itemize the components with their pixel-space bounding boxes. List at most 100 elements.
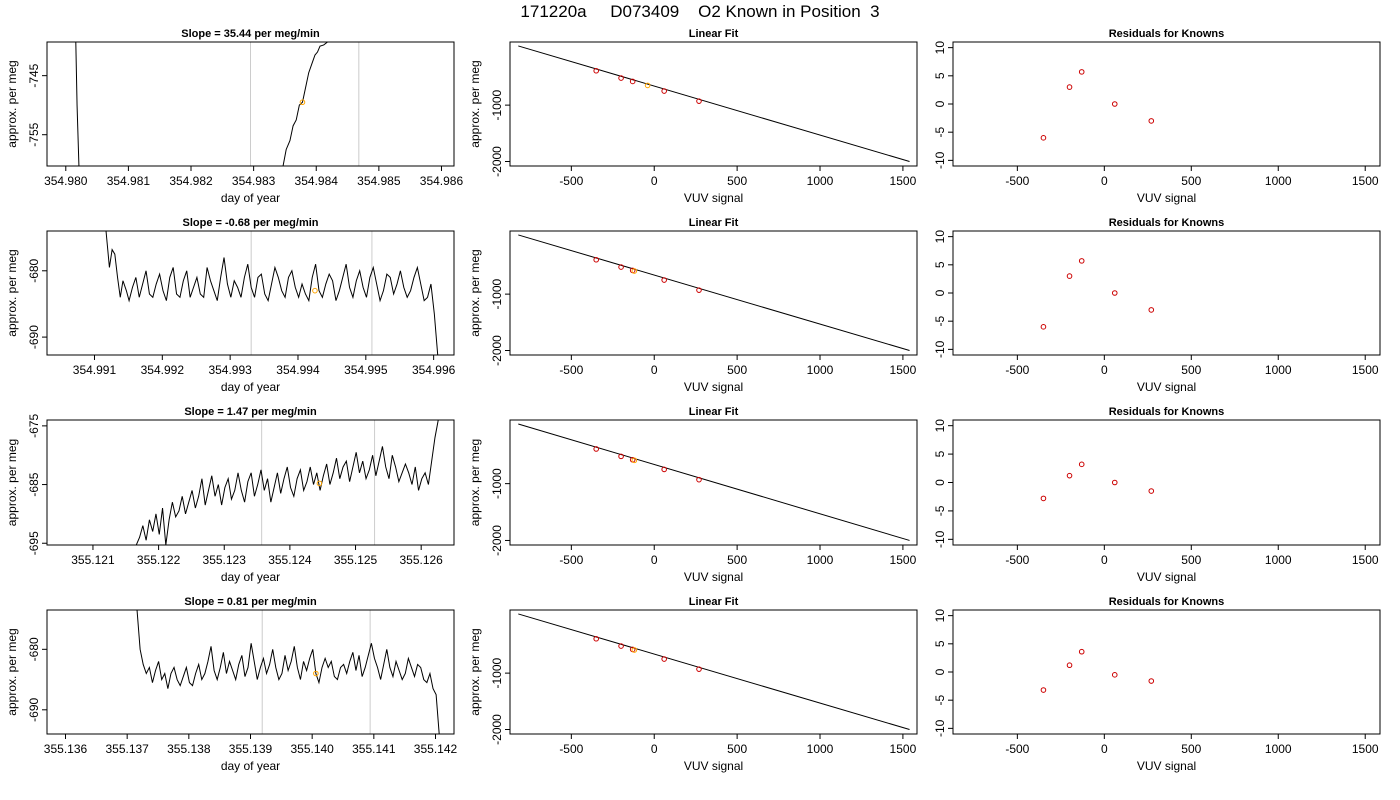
x-tick-label: 1500	[890, 742, 917, 756]
plot-frame	[952, 230, 1381, 356]
y-axis-label: approx. per meg	[468, 628, 482, 715]
x-tick-label: 354.986	[420, 174, 464, 188]
figure-title: 171220a D073409 O2 Known in Position 3	[520, 2, 880, 21]
data-point	[661, 277, 667, 283]
data-point	[618, 453, 624, 460]
data-point	[618, 264, 624, 270]
plot-area	[1040, 648, 1155, 693]
y-tick-label: -745	[27, 63, 41, 87]
x-axis-label: VUV signal	[684, 191, 743, 205]
panel-r2-c2: Linear Fit -500 0 500 1000 1500 -1000 -2000 VUV …	[468, 217, 918, 394]
x-tick-label: 354.992	[141, 363, 185, 377]
x-tick-label: 355.126	[399, 553, 443, 567]
y-tick-label: -1000	[490, 278, 504, 309]
x-tick-label: 355.141	[352, 742, 396, 756]
x-tick-label: 355.140	[290, 742, 334, 756]
x-tick-label: 1000	[1265, 363, 1292, 377]
data-point	[1066, 662, 1073, 669]
y-tick-label: -10	[933, 530, 947, 548]
x-tick-label: 355.137	[105, 742, 149, 756]
y-tick-label: -10	[933, 719, 947, 737]
y-tick-label: 10	[933, 230, 947, 244]
x-tick-label: 1000	[807, 553, 834, 567]
y-tick-label: 5	[933, 450, 947, 457]
plot-frame	[46, 41, 455, 167]
data-point	[696, 666, 702, 672]
x-tick-label: 500	[1181, 174, 1201, 188]
x-tick-label: 0	[1101, 363, 1108, 377]
y-tick-label: 0	[933, 289, 947, 296]
x-tick-label: -500	[1005, 174, 1029, 188]
highlight-point	[299, 99, 306, 106]
x-tick-label: -500	[559, 742, 583, 756]
y-tick-label: 0	[933, 479, 947, 486]
x-tick-label: 1500	[890, 363, 917, 377]
y-tick-label: -675	[27, 414, 41, 438]
data-point	[1111, 672, 1118, 678]
data-point	[1066, 84, 1073, 90]
y-tick-label: -5	[933, 695, 947, 706]
x-tick-label: 1000	[1265, 742, 1292, 756]
x-tick-label: 354.984	[295, 174, 339, 188]
trace-line	[105, 231, 439, 355]
plot-frame	[46, 609, 455, 735]
y-tick-label: -680	[27, 637, 41, 661]
panel-title: Slope = -0.68 per meg/min	[182, 217, 318, 229]
plot-area	[518, 234, 910, 351]
x-tick-label: 0	[1101, 553, 1108, 567]
data-point	[1040, 324, 1047, 330]
data-point	[661, 656, 667, 662]
data-point	[1078, 258, 1085, 264]
x-tick-label: 355.136	[44, 742, 88, 756]
data-point	[661, 88, 667, 94]
data-point	[1078, 69, 1085, 75]
data-point	[696, 287, 702, 293]
data-point	[593, 67, 600, 74]
data-point	[1148, 118, 1155, 124]
panel-r3-c3: Residuals for Knowns -500 0 500 1000 1500 10 5 0…	[933, 406, 1381, 584]
y-tick-label: -755	[27, 122, 41, 146]
plot-frame	[952, 419, 1381, 546]
plot-frame	[509, 609, 918, 735]
x-tick-label: -500	[559, 363, 583, 377]
x-tick-label: 1000	[1265, 553, 1292, 567]
panel-r1-c2: Linear Fit -500 0 500 1000 1500 -1000 -2000 VUV …	[468, 28, 918, 205]
plot-area	[1040, 69, 1155, 141]
data-point	[618, 643, 624, 649]
panel-title: Slope = 0.81 per meg/min	[184, 596, 317, 608]
panel-title: Linear Fit	[689, 596, 739, 608]
x-tick-label: 355.123	[203, 553, 247, 567]
y-tick-label: 5	[933, 640, 947, 647]
highlight-point	[313, 670, 319, 677]
plot-area	[75, 42, 360, 166]
y-tick-label: 10	[933, 419, 947, 433]
y-tick-label: -2000	[490, 525, 504, 556]
plot-area	[1040, 461, 1155, 502]
data-point	[1040, 687, 1047, 693]
y-tick-label: -2000	[490, 335, 504, 366]
plot-area	[518, 45, 910, 162]
x-axis-label: day of year	[221, 570, 280, 584]
trace-line	[136, 610, 440, 734]
x-tick-label: 1500	[1352, 174, 1379, 188]
x-tick-label: 0	[1101, 174, 1108, 188]
x-tick-label: 0	[1101, 742, 1108, 756]
panel-title: Residuals for Knowns	[1109, 406, 1225, 418]
panel-title: Linear Fit	[689, 406, 739, 418]
data-point	[1111, 290, 1118, 296]
x-tick-label: 0	[651, 742, 658, 756]
x-tick-label: 354.991	[73, 363, 117, 377]
x-tick-label: -500	[1005, 742, 1029, 756]
x-tick-label: 355.125	[334, 553, 378, 567]
plot-area	[518, 613, 910, 730]
x-tick-label: 355.124	[268, 553, 312, 567]
data-point	[1040, 495, 1047, 502]
y-tick-label: -1000	[490, 89, 504, 120]
x-axis-label: VUV signal	[1137, 570, 1196, 584]
panel-title: Residuals for Knowns	[1109, 217, 1225, 229]
highlight-point	[631, 457, 638, 464]
x-tick-label: 355.142	[414, 742, 458, 756]
x-tick-label: -500	[559, 174, 583, 188]
data-point	[1040, 135, 1047, 141]
